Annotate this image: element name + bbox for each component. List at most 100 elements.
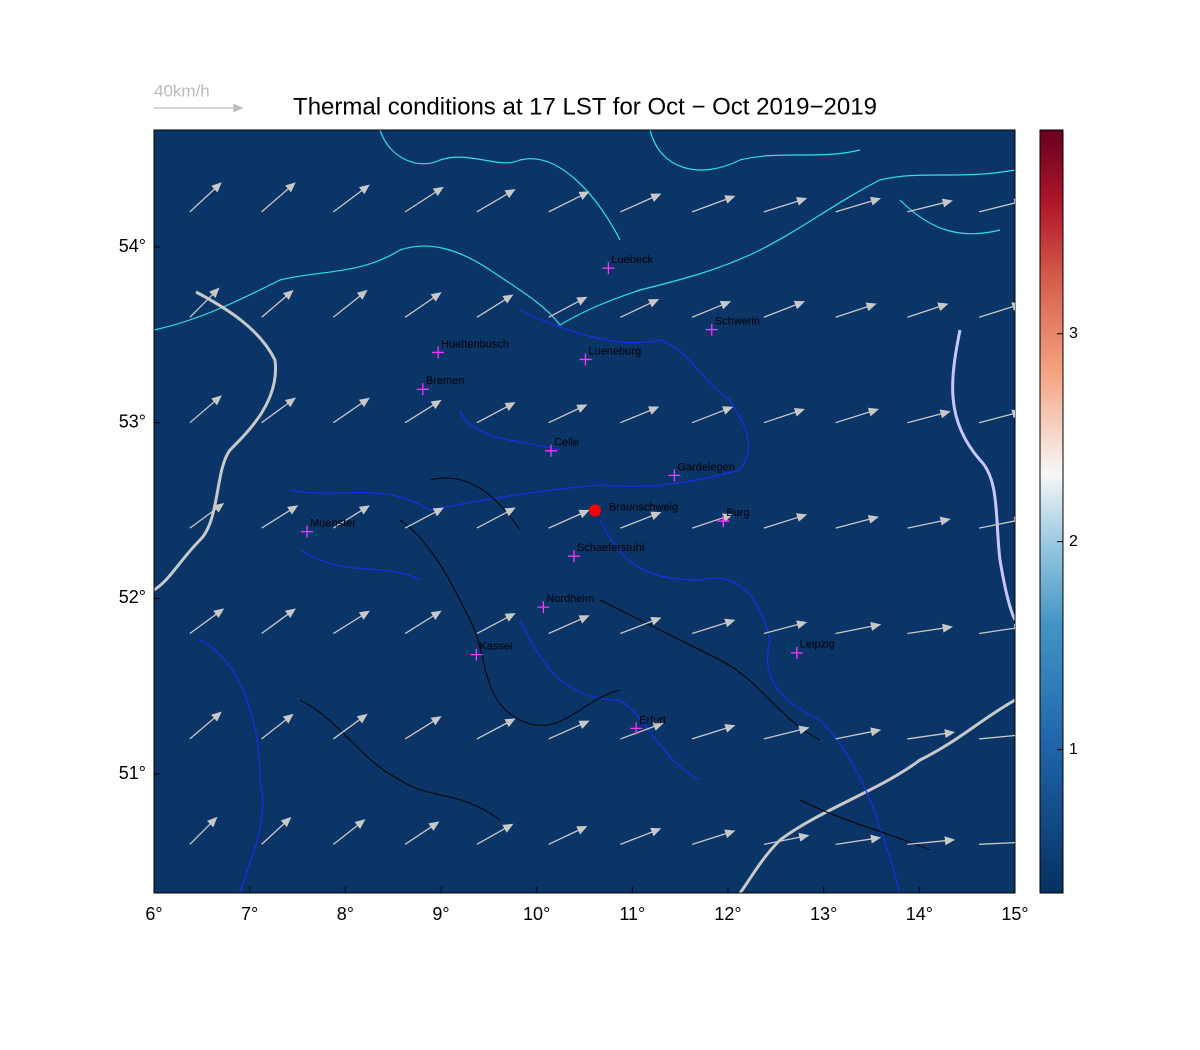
city-label: Muenster — [310, 518, 356, 530]
x-tick-label: 9° — [432, 904, 449, 924]
colorbar — [1039, 129, 1064, 894]
city-label: Erfurt — [639, 714, 666, 726]
wind-arrow — [620, 406, 660, 424]
wind-arrow — [261, 397, 296, 424]
city-label: Luebeck — [611, 254, 653, 266]
wind-arrow — [404, 292, 442, 318]
wind-arrow — [691, 618, 736, 635]
wind-arrow — [189, 711, 222, 740]
wind-arrow — [691, 513, 734, 529]
wind-arrow — [548, 615, 590, 635]
wind-arrow — [476, 823, 514, 845]
wind-arrow — [763, 832, 810, 845]
coastline — [379, 130, 1001, 241]
city-marker — [602, 262, 615, 275]
wind-arrow — [763, 407, 806, 424]
wind-arrow — [476, 718, 516, 740]
wind-arrow — [548, 509, 590, 529]
wind-arrow — [691, 829, 736, 845]
wind-arrow — [333, 505, 370, 529]
wind-arrow — [548, 720, 590, 740]
wind-arrow — [763, 513, 808, 529]
city-label: Lueneburg — [588, 345, 641, 357]
wind-arrow — [404, 399, 442, 424]
wind-arrow — [189, 395, 222, 424]
city-marker — [545, 444, 558, 457]
city-marker — [717, 515, 730, 528]
admin-boundary — [199, 309, 901, 893]
wind-arrow — [835, 834, 882, 845]
x-tick-label: 14° — [906, 904, 933, 924]
wind-arrow — [978, 302, 1015, 318]
wind-arrow — [835, 514, 879, 529]
wind-arrow — [548, 191, 590, 213]
city-label: Bremen — [426, 375, 465, 387]
wind-arrow — [907, 516, 951, 529]
wind-arrow — [476, 507, 516, 529]
wind-arrow — [189, 287, 220, 318]
reference-label: 40km/h — [154, 81, 210, 100]
wind-arrow — [979, 734, 1015, 740]
terrain-contour — [299, 477, 931, 851]
wind-arrow — [691, 724, 736, 740]
x-tick-label: 10° — [523, 904, 550, 924]
wind-arrow — [620, 827, 662, 845]
city-marker — [705, 323, 718, 336]
city-label: Schaeferstuhl — [577, 542, 644, 554]
city-marker — [668, 469, 681, 482]
y-tick-label: 53° — [119, 411, 146, 431]
wind-arrow — [404, 821, 440, 845]
reference-arrow — [154, 103, 244, 113]
city-marker — [790, 646, 803, 659]
city-marker — [537, 601, 550, 614]
wind-arrow — [332, 819, 366, 845]
wind-arrow — [979, 841, 1015, 845]
x-tick-label: 15° — [1001, 904, 1028, 924]
wind-arrow — [261, 289, 294, 318]
wind-arrow — [189, 182, 222, 213]
city-marker — [301, 525, 314, 538]
x-tick-label: 12° — [714, 904, 741, 924]
city-label: Schwerin — [715, 315, 760, 327]
border — [738, 698, 1015, 893]
station-marker — [589, 504, 602, 517]
wind-arrow — [548, 826, 588, 845]
wind-arrow — [333, 610, 370, 635]
wind-arrow — [620, 617, 662, 635]
wind-arrow — [835, 196, 882, 213]
wind-arrow — [189, 502, 225, 529]
wind-arrow — [907, 623, 953, 635]
wind-arrow — [763, 620, 808, 635]
wind-arrow — [835, 727, 882, 740]
wind-arrow — [261, 713, 294, 740]
wind-arrow — [620, 511, 662, 529]
border — [951, 329, 1015, 621]
wind-arrow — [763, 300, 805, 318]
wind-arrow — [979, 623, 1015, 635]
city-marker — [567, 550, 580, 563]
city-marker — [432, 346, 445, 359]
wind-arrow — [333, 397, 370, 424]
wind-arrow — [691, 195, 736, 213]
city-label: Leipzig — [800, 639, 835, 651]
wind-arrow — [548, 404, 588, 424]
wind-arrow — [404, 610, 442, 635]
wind-arrow — [620, 298, 660, 318]
wind-arrow — [476, 402, 516, 424]
city-marker — [630, 722, 643, 735]
colorbar-tick-label: 2 — [1069, 533, 1078, 550]
wind-arrow — [404, 716, 442, 740]
wind-arrow — [907, 836, 956, 846]
city-marker — [470, 648, 483, 661]
x-tick-label: 7° — [241, 904, 258, 924]
colorbar-tick-label: 3 — [1069, 325, 1078, 342]
x-tick-label: 8° — [337, 904, 354, 924]
wind-arrow — [261, 182, 296, 213]
y-tick-label: 54° — [119, 236, 146, 256]
wind-arrow — [691, 301, 732, 318]
wind-arrow — [691, 406, 734, 424]
wind-arrow — [907, 302, 949, 318]
wind-arrow — [476, 189, 516, 213]
wind-arrow — [835, 302, 877, 318]
